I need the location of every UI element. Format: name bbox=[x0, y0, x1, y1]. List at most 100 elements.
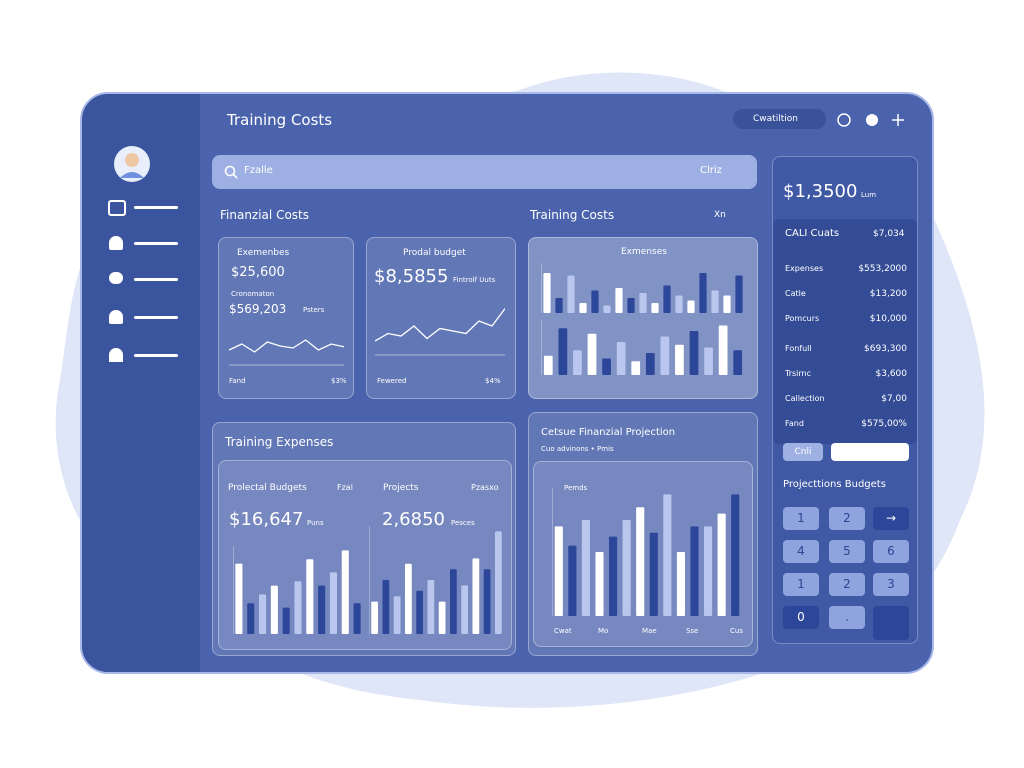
unit: Lum bbox=[861, 191, 877, 199]
bar bbox=[616, 342, 626, 375]
input[interactable] bbox=[831, 443, 909, 461]
bar bbox=[371, 601, 378, 634]
row-value: $7,00 bbox=[881, 394, 907, 404]
icon[interactable] bbox=[109, 348, 123, 362]
amount: $25,600 bbox=[231, 265, 285, 280]
row-label: Callection bbox=[785, 394, 825, 403]
bar bbox=[318, 585, 326, 634]
label: Exmenses bbox=[621, 247, 667, 257]
avatar[interactable] bbox=[112, 144, 152, 184]
icon[interactable] bbox=[109, 272, 123, 284]
bar bbox=[602, 358, 611, 375]
menu-item[interactable] bbox=[134, 278, 178, 281]
bar bbox=[558, 328, 568, 375]
bar bbox=[573, 350, 582, 375]
bar-chart bbox=[369, 526, 502, 634]
key[interactable]: 2 bbox=[829, 573, 865, 596]
bar bbox=[718, 325, 728, 375]
menu-item[interactable] bbox=[134, 206, 178, 209]
section-title: Training Costs bbox=[530, 208, 615, 222]
header-pill[interactable]: Cwatiltion bbox=[733, 109, 826, 129]
key[interactable]: 5 bbox=[829, 540, 865, 563]
label: Prolectal Budgets bbox=[228, 483, 307, 493]
bar bbox=[717, 513, 726, 616]
icon[interactable] bbox=[108, 200, 126, 216]
menu-item[interactable] bbox=[134, 316, 178, 319]
bar bbox=[341, 550, 349, 634]
card: Prolectal Budgets Fzal $16,647 Puns Proj… bbox=[218, 460, 512, 650]
menu-item[interactable] bbox=[134, 354, 178, 357]
section-title: Cetsue Finanzial Projection bbox=[541, 427, 676, 438]
key[interactable] bbox=[873, 606, 909, 640]
unit: Pesces bbox=[451, 519, 475, 527]
key[interactable]: . bbox=[829, 606, 865, 629]
bar bbox=[306, 559, 314, 634]
link[interactable]: Xn bbox=[714, 210, 726, 220]
bar bbox=[461, 585, 468, 634]
menu-item[interactable] bbox=[134, 242, 178, 245]
bar bbox=[603, 305, 611, 313]
key[interactable]: 1 bbox=[783, 507, 819, 530]
key[interactable]: 3 bbox=[873, 573, 909, 596]
bar bbox=[282, 607, 290, 634]
line-chart bbox=[375, 308, 505, 356]
section-title: Finanzial Costs bbox=[220, 208, 309, 222]
card: Exemenbes $25,600 Cronomaton $569,203 Ps… bbox=[218, 237, 354, 399]
icon[interactable] bbox=[109, 236, 123, 250]
row-label: Trsirnc bbox=[785, 369, 812, 378]
projection-panel: Cetsue Finanzial Projection Cuo advinons… bbox=[528, 412, 758, 656]
line bbox=[229, 339, 344, 353]
row-label: Expenses bbox=[785, 264, 824, 273]
search-bar[interactable]: Fzalle Clriz bbox=[212, 155, 757, 189]
bar-chart bbox=[233, 546, 361, 634]
bar bbox=[631, 361, 641, 375]
subtitle: Cuo advinons • Pmis bbox=[541, 445, 614, 453]
bar bbox=[382, 580, 390, 634]
bar bbox=[687, 300, 695, 313]
row-label: Fand bbox=[785, 419, 804, 428]
note: Psters bbox=[303, 306, 325, 314]
bar bbox=[579, 303, 587, 313]
bar bbox=[645, 353, 655, 375]
bar bbox=[663, 285, 671, 313]
bar bbox=[735, 275, 743, 313]
bar bbox=[723, 295, 731, 313]
bar bbox=[450, 569, 457, 634]
bar bbox=[353, 603, 361, 634]
row-value: $575,00% bbox=[861, 419, 907, 429]
chart-label: Pemds bbox=[564, 484, 588, 492]
bar bbox=[689, 331, 699, 375]
button[interactable]: Cnli bbox=[783, 443, 823, 461]
bar bbox=[660, 336, 670, 375]
bar bbox=[247, 603, 255, 634]
x-tick-label: Mae bbox=[642, 627, 657, 635]
key[interactable]: 4 bbox=[783, 540, 819, 563]
key[interactable]: 6 bbox=[873, 540, 909, 563]
card: Exmenses bbox=[528, 237, 758, 399]
dashboard: Training Costs Cwatiltion Fzalle Clriz F… bbox=[80, 92, 934, 674]
footer-value: $4% bbox=[485, 377, 501, 385]
search-text: Fzalle bbox=[244, 165, 273, 176]
x-tick-label: Cus bbox=[730, 627, 743, 635]
bar bbox=[704, 526, 713, 616]
bar bbox=[609, 536, 618, 616]
row-value: $693,300 bbox=[864, 344, 907, 354]
footer-value: $3% bbox=[331, 377, 347, 385]
bar bbox=[699, 273, 707, 313]
bar bbox=[651, 303, 659, 313]
key[interactable]: 2 bbox=[829, 507, 865, 530]
search-filter[interactable]: Clriz bbox=[700, 165, 722, 176]
key[interactable]: → bbox=[873, 507, 909, 530]
bar bbox=[416, 590, 423, 634]
key[interactable]: 1 bbox=[783, 573, 819, 596]
note: Fintrolf Uuts bbox=[453, 276, 496, 284]
bar bbox=[393, 596, 401, 634]
key[interactable]: 0 bbox=[783, 606, 819, 629]
bar bbox=[405, 563, 412, 634]
bar-chart bbox=[541, 320, 743, 375]
icon[interactable] bbox=[109, 310, 123, 324]
bar bbox=[568, 545, 577, 616]
amount: $1,3500 bbox=[783, 181, 858, 202]
bar bbox=[711, 290, 719, 313]
